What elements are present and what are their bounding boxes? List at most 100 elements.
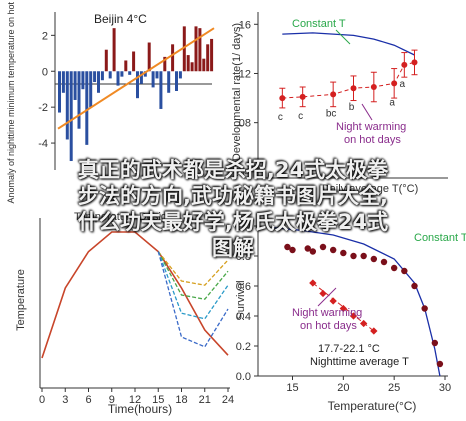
panel-d-xtick-label: 15	[286, 382, 298, 394]
panel-d-night-point	[370, 327, 378, 335]
panel-d-constant-point	[329, 246, 337, 254]
panel-c-night-curve	[157, 251, 229, 348]
panel-b-points: c c bc b aa	[278, 49, 418, 123]
panel-d-night-point	[359, 319, 368, 328]
panel-d-constant-point	[284, 243, 291, 251]
overlay-line-1: 真正的武术都是杀招,24式太极拳	[77, 158, 389, 182]
panel-b-point-trend	[282, 61, 415, 99]
panel-d-night-point	[319, 289, 327, 298]
panel-a-bar	[104, 49, 108, 72]
panel-b-arrow-night	[361, 103, 373, 121]
panel-a-bar	[171, 44, 175, 72]
panel-c-xtick-label: 0	[39, 394, 45, 406]
panel-b-point-label: b	[349, 102, 355, 113]
panel-c-night-curve	[157, 251, 229, 286]
panel-a-trend-line	[57, 27, 215, 130]
panel-a-bar	[116, 71, 120, 86]
panel-a-bars	[58, 26, 214, 162]
panel-d-night-point	[339, 304, 348, 313]
panel-d-annotation-avg: Nighttime average T	[310, 356, 409, 368]
panel-a-ytick-label: -2	[38, 102, 48, 114]
panel-a-bar	[120, 71, 124, 77]
panel-d-annotation-hot-days: on hot days	[300, 320, 357, 332]
panel-c-xtick-label: 12	[129, 394, 141, 406]
panel-a-bar	[128, 71, 132, 75]
panel-d-annotation-night: Night warming	[292, 307, 362, 319]
panel-a-bar-chart: Anomaly of nighttime minimum temperature…	[6, 0, 215, 204]
panel-b-point	[299, 93, 306, 100]
panel-a-bar	[77, 71, 81, 129]
panel-d-constant-point	[350, 252, 357, 260]
panel-c-night-curves	[157, 251, 229, 348]
panel-d-annotation-range: 17.7-22.1 °C	[318, 343, 380, 355]
panel-d-constant-point	[360, 252, 367, 260]
panel-d-ylabel: Survival	[235, 280, 247, 319]
panel-b-annotation-constant: Constant T	[292, 18, 346, 30]
panel-d-constant-points	[284, 243, 444, 368]
overlay-line-2: 步法的方向,武功秘籍书图片大全,	[78, 184, 388, 208]
panel-a-bar	[178, 71, 182, 79]
panel-a-bar	[136, 71, 139, 99]
panel-a-bar	[73, 71, 77, 100]
panel-d-constant-point	[380, 258, 388, 266]
panel-a-bar	[147, 42, 151, 72]
panel-d-xtick-label: 30	[439, 382, 451, 394]
panel-d-constant-point	[289, 246, 296, 254]
panel-c-xtick-label: 6	[85, 394, 91, 406]
panel-d-y-ticks: 0.0 0.2 0.4 0.6 0.8 1.0	[236, 221, 258, 383]
panel-a-bar	[151, 71, 155, 88]
panel-d-constant-point	[431, 339, 439, 347]
panel-c-x-ticks: 0 3 6 9 12 15 18 21 24	[39, 388, 234, 406]
panel-a-bar	[159, 71, 163, 109]
panel-a-bar	[194, 26, 198, 72]
panel-c-xtick-label: 21	[199, 394, 211, 406]
panel-d-night-points	[309, 279, 378, 335]
panel-b-point-label: c	[278, 112, 283, 123]
panel-d-constant-point	[340, 249, 347, 257]
panel-d-ytick-label: 0.6	[236, 281, 251, 293]
panel-a-bar	[108, 71, 112, 79]
panel-c-xtick-label: 3	[62, 394, 68, 406]
panel-a-title: Beijin 4°C	[94, 12, 147, 26]
panel-a-bar	[210, 38, 214, 72]
panel-d-fit-curve	[272, 226, 441, 377]
panel-c-xlabel: Time(hours)	[108, 402, 172, 416]
panel-a-bar	[100, 71, 104, 81]
panel-c-night-curve	[157, 251, 229, 300]
panel-d-night-point	[309, 279, 317, 287]
panel-b-xlabel: Daily average T(°C)	[322, 183, 419, 195]
panel-b-point-label: a	[389, 97, 395, 108]
overlay-line-3: 什么功夫最好学,杨氏太极拳24式	[77, 210, 389, 234]
panel-d-xlabel: Temperature(°C)	[328, 399, 417, 413]
panel-d-constant-point	[319, 243, 327, 251]
panel-a-bar	[206, 44, 210, 72]
panel-b-ytick-label: .12	[236, 68, 251, 80]
panel-a-bar	[85, 71, 89, 145]
panel-c-title: Temperature Design	[74, 211, 173, 223]
panel-d-ytick-label: 0.8	[236, 251, 251, 263]
panel-b-point-label: c	[298, 111, 303, 122]
panel-b-point-label: bc	[326, 108, 337, 119]
panel-a-bar	[175, 71, 178, 91]
panel-d-constant-point	[370, 255, 378, 263]
panel-d-ytick-label: 0.4	[236, 311, 251, 323]
panel-a-ytick-label: -4	[38, 138, 48, 150]
panel-a-bar	[155, 71, 159, 79]
panel-a-bar	[167, 71, 171, 93]
panel-d-constant-point	[309, 248, 317, 255]
panel-c-ylabel: Temperature	[15, 269, 27, 331]
overlay-caption: 真正的武术都是杀招,24式太极拳 步法的方向,武功秘籍书图片大全, 什么功夫最好…	[0, 157, 466, 261]
panel-a-bar	[58, 71, 61, 113]
panel-b-ylabel: Developmental rate(1/ days)	[231, 23, 243, 161]
panel-b-ytick-label: .04	[236, 167, 251, 179]
panel-a-bar	[89, 71, 93, 108]
panel-b-arrow-constant	[335, 29, 351, 45]
panel-a-bar	[163, 56, 167, 72]
panel-d-xtick-label: 25	[388, 382, 400, 394]
panel-d-xtick-label: 20	[337, 382, 349, 394]
panel-b-ytick-label: .08	[236, 118, 251, 130]
panel-c-xtick-label: 9	[109, 394, 115, 406]
panel-b-annotation-hot-days: on hot days	[344, 134, 401, 146]
panel-d-x-ticks: 15 20 25 30	[286, 376, 451, 394]
